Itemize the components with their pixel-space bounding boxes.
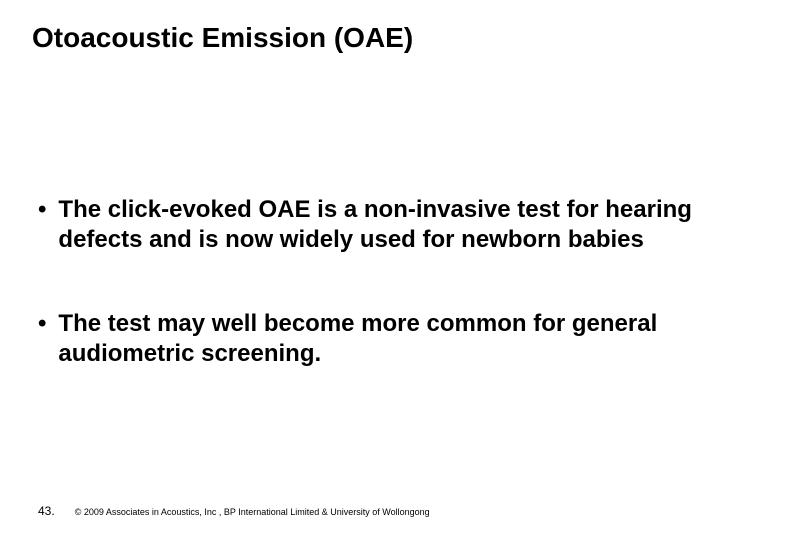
bullet-text: The test may well become more common for…: [58, 309, 772, 369]
slide-footer: 43. © 2009 Associates in Acoustics, Inc …: [38, 504, 430, 518]
copyright-text: © 2009 Associates in Acoustics, Inc , BP…: [75, 507, 430, 517]
bullet-text: The click-evoked OAE is a non-invasive t…: [58, 195, 772, 255]
bullet-dot-icon: •: [38, 309, 46, 339]
page-number: 43.: [38, 504, 55, 518]
bullet-item: • The click-evoked OAE is a non-invasive…: [38, 195, 772, 255]
slide: Otoacoustic Emission (OAE) • The click-e…: [0, 0, 810, 540]
bullet-dot-icon: •: [38, 195, 46, 225]
slide-body: • The click-evoked OAE is a non-invasive…: [38, 195, 772, 423]
slide-title: Otoacoustic Emission (OAE): [32, 22, 413, 54]
bullet-item: • The test may well become more common f…: [38, 309, 772, 369]
